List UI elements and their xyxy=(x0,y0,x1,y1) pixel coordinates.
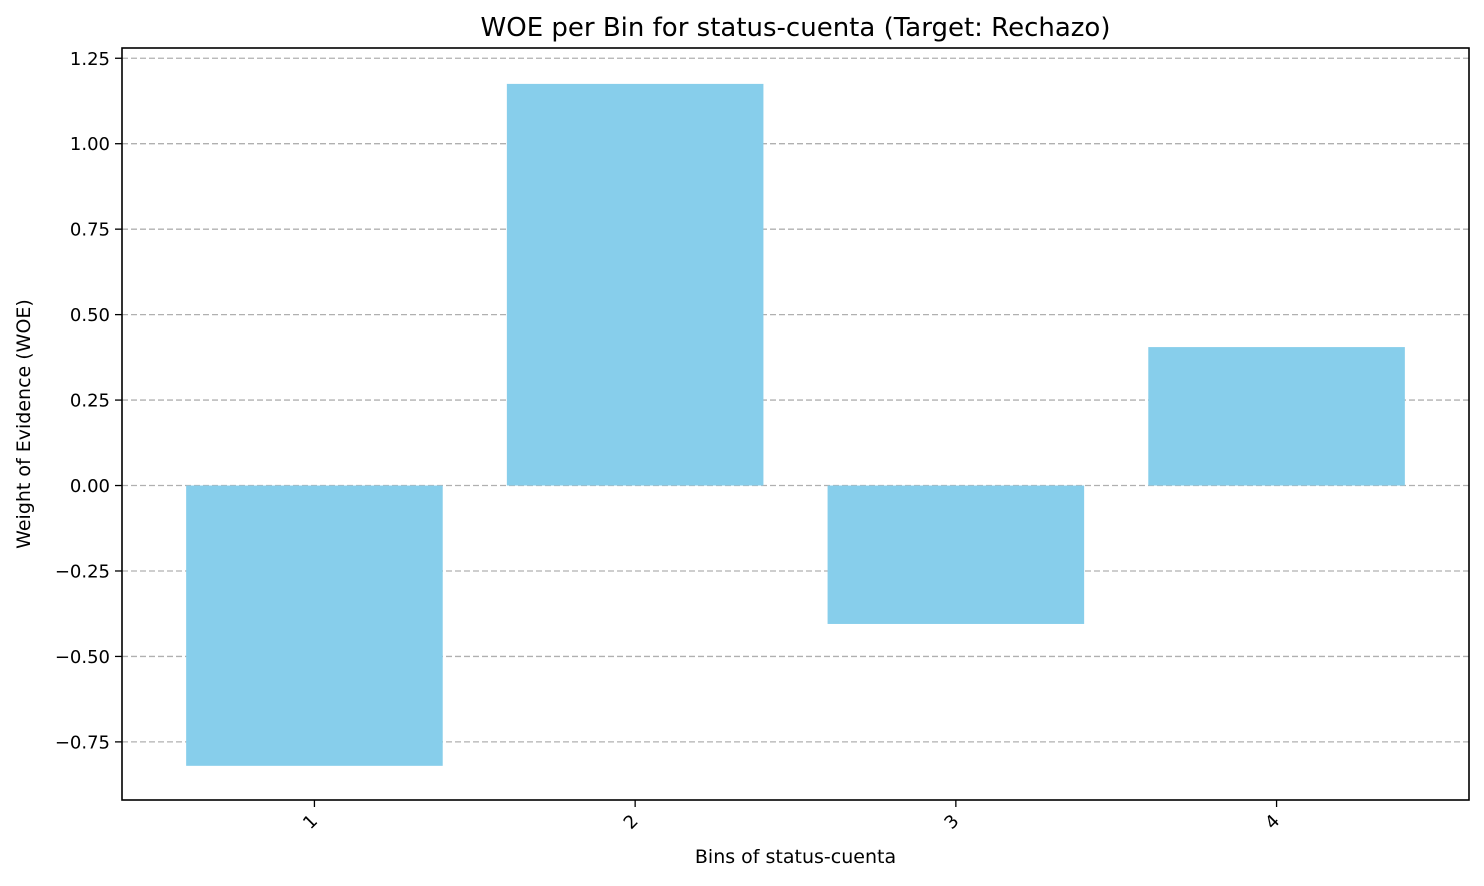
x-tick-label: 2 xyxy=(620,811,643,834)
y-tick-label: 0.00 xyxy=(70,476,110,497)
y-tick-label: 1.25 xyxy=(70,49,110,70)
bar-1 xyxy=(186,485,443,766)
y-tick-label: 0.25 xyxy=(70,391,110,412)
y-tick-label: −0.50 xyxy=(55,647,110,668)
chart-title: WOE per Bin for status-cuenta (Target: R… xyxy=(481,13,1111,43)
x-tick-label: 1 xyxy=(299,811,322,834)
bar-2 xyxy=(506,83,764,486)
plot-frame xyxy=(121,47,1470,801)
y-tick-label: −0.75 xyxy=(55,732,110,753)
x-tick-label: 4 xyxy=(1261,811,1284,834)
y-tick-label: 0.75 xyxy=(70,220,110,241)
y-tick-label: −0.25 xyxy=(55,561,110,582)
y-tick-label: 1.00 xyxy=(70,134,110,155)
x-axis-label: Bins of status-cuenta xyxy=(695,846,896,868)
y-axis-label: Weight of Evidence (WOE) xyxy=(13,299,35,549)
bars xyxy=(186,83,1405,766)
x-axis-ticks: 1 2 3 4 xyxy=(299,800,1284,834)
y-axis-ticks: −0.75 −0.50 −0.25 0.00 0.25 0.50 0.75 1.00 1.25 xyxy=(55,49,122,753)
y-tick-label: 0.50 xyxy=(70,305,110,326)
bar-3 xyxy=(827,485,1085,624)
x-tick-label: 3 xyxy=(940,811,963,834)
bar-4 xyxy=(1148,347,1405,486)
